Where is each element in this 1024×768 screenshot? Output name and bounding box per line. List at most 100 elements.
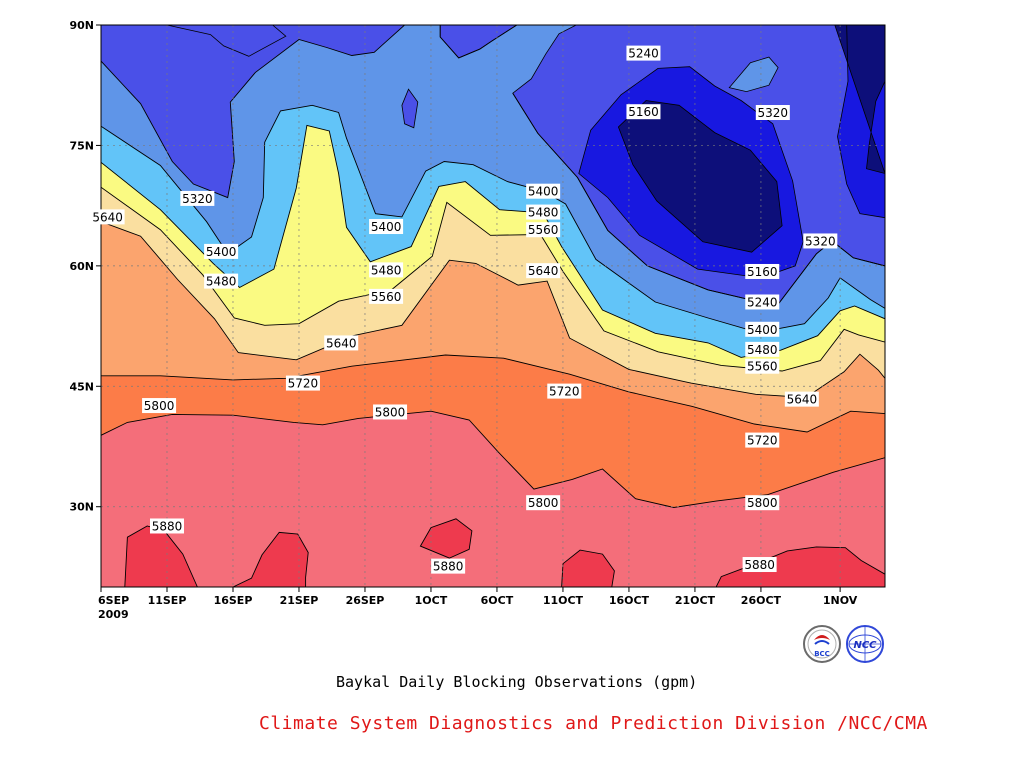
contour-label-text: 5800 [144,399,175,413]
x-tick-label: 1NOV [823,594,858,607]
contour-label-box [142,398,177,414]
contour-label-box [285,375,320,391]
contour-line-5880 [419,518,473,559]
band-5240-5320 [101,25,405,198]
contour-label-text: 5240 [628,47,659,61]
high-cell [729,57,779,92]
contour-label-box [324,335,359,351]
contour-label-box [526,222,561,238]
contour-label-text: 5720 [747,434,778,448]
contour-label: 5640 [526,263,561,279]
contour-label-text: 5480 [206,275,237,289]
contour-label-text: 5880 [433,560,464,574]
x-tick-label: 1OCT [415,594,448,607]
plot-frame [100,24,886,588]
contour-label: 5560 [745,358,780,374]
contour-label: 5880 [431,558,466,574]
contour-label-text: 5640 [326,336,357,350]
y-tick-label: 60N [69,260,94,273]
contour-label: 5320 [180,190,215,206]
contour-label: 5560 [526,222,561,238]
x-tick-year: 2009 [98,608,129,621]
contour-label-text: 5160 [628,105,659,119]
contour-line-5720 [101,354,885,433]
contour-label-box [745,321,780,337]
contour-label-box [745,263,780,279]
contour-label: 5400 [204,243,239,259]
contour-label: 5480 [745,341,780,357]
contour-label-text: 5560 [528,223,559,237]
contour-line-low [834,25,885,174]
contour-label: 5240 [745,294,780,310]
contour-label-text: 5400 [206,245,237,259]
contour-label: 5800 [526,495,561,511]
contour-label-text: 5800 [528,496,559,510]
contour-line-5320 [101,25,405,199]
chart-caption: Baykal Daily Blocking Observations (gpm) [336,673,698,691]
contour-line-5880 [101,525,430,587]
contour-label-box [526,263,561,279]
contour-label-box [90,209,125,225]
contour-line-low [166,25,287,57]
svg-text:NCC: NCC [853,640,877,651]
contour-label-text: 5720 [288,377,319,391]
contour-label-text: 5640 [528,264,559,278]
y-tick-label: 90N [69,19,94,32]
contour-label-box [755,105,790,121]
contour-line-5880 [561,549,615,587]
high-region-5880 [101,526,430,587]
contour-label-text: 5560 [371,290,402,304]
contour-label-text: 5800 [375,405,406,419]
contour-label: 5720 [285,375,320,391]
contour-label: 5800 [745,495,780,511]
contour-label-box [369,219,404,235]
low-deep-core [618,100,783,253]
contour-label-box [745,495,780,511]
contour-label: 5560 [369,288,404,304]
contour-line-low [728,56,779,93]
contour-label-text: 5880 [744,558,775,572]
contour-label-box [626,104,661,120]
contour-label: 5240 [626,45,661,61]
contour-label: 5320 [803,233,838,249]
ncc-logo: NCC [846,625,884,663]
contour-label-box [745,432,780,448]
contour-line-low [795,25,885,219]
contour-label-text: 5400 [747,323,778,337]
contour-line-low [401,88,419,129]
contour-label-box [742,557,777,573]
contour-label-box [149,518,184,534]
y-axis-ticks: 30N 45N 60N 75N 90N [69,19,101,514]
contour-label-text: 5320 [758,106,789,120]
x-tick-label: 21SEP [280,594,319,607]
contour-label-box [526,495,561,511]
contour-label: 5480 [369,262,404,278]
contour-label-text: 5240 [747,295,778,309]
x-tick-label: 26OCT [741,594,782,607]
y-tick-label: 75N [69,139,94,152]
contour-label-box [373,404,408,420]
high-region-5880 [561,550,615,587]
x-tick-label: 6OCT [481,594,514,607]
contour-label: 5880 [149,518,184,534]
contour-label-box [745,341,780,357]
contour-label: 5480 [526,204,561,220]
contour-label-box [547,383,582,399]
contour-label-box [745,358,780,374]
contour-label: 5640 [90,209,125,225]
contour-label-box [369,262,404,278]
contour-label-text: 5880 [152,519,183,533]
contour-label: 5320 [755,105,790,121]
contour-line-5560 [101,186,885,372]
contour-label-text: 5560 [747,360,778,374]
contour-label-text: 5480 [528,206,559,220]
contour-label-box [784,391,819,407]
contour-line-low [617,100,783,253]
contour-label-box [204,273,239,289]
contour-label-text: 5320 [182,192,213,206]
contour-label-box [369,288,404,304]
x-tick-label: 16SEP [214,594,253,607]
contour-line-5640 [101,221,885,398]
